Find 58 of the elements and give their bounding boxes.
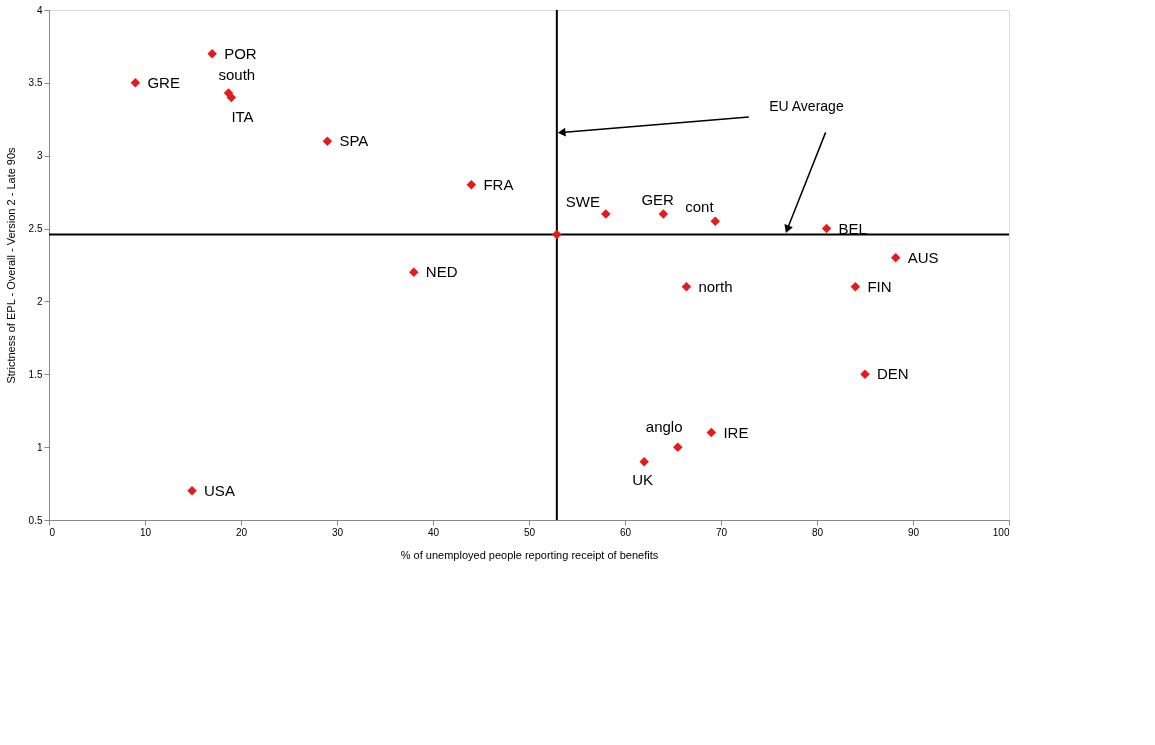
y-axis-title: Strictness of EPL - Overall - Version 2 - Late 90s: [4, 146, 17, 384]
annotation: ITA: [231, 108, 254, 126]
point: [710, 216, 720, 227]
point: [860, 369, 870, 380]
point: [850, 282, 861, 292]
x-tick-label: 70: [715, 526, 728, 538]
annotation: UK: [632, 470, 654, 488]
annotation: DEN: [877, 365, 909, 383]
point: [658, 209, 669, 219]
point: [681, 282, 692, 292]
x-tick-label: 20: [235, 526, 248, 538]
y-tick-label: 1.5: [28, 368, 43, 380]
point: [322, 136, 333, 146]
annotation: AUS: [907, 248, 939, 266]
x-tick-label: 50: [523, 526, 536, 538]
x-tick-label: 40: [427, 526, 440, 538]
annotation: SWE: [565, 193, 600, 210]
annotation: FRA: [483, 175, 514, 193]
x-tick-label: 80: [811, 526, 824, 538]
x-tick-label: 60: [619, 526, 632, 538]
point: [706, 427, 717, 438]
annotation: NED: [425, 263, 458, 281]
y-tick-label: 4: [36, 4, 43, 16]
annotation: IRE: [723, 423, 749, 441]
annotation: anglo: [645, 418, 683, 436]
y-tick-label: 3: [36, 150, 43, 162]
annotation: USA: [204, 481, 235, 499]
x-tick-label: 0: [49, 526, 56, 538]
x-tick-label: 100: [992, 526, 1010, 538]
annotation: BEL: [838, 219, 867, 237]
x-tick-label: 90: [907, 526, 920, 538]
annotation: POR: [224, 44, 257, 62]
annotation: GRE: [147, 73, 180, 91]
annotation: cont: [685, 198, 715, 216]
annotation: GER: [641, 191, 675, 208]
y-tick-label: 1: [36, 441, 43, 453]
annotation: north: [698, 277, 733, 295]
point: [552, 229, 562, 240]
x-axis-title: % of unemployed people reporting receipt of benefits: [400, 548, 659, 561]
y-tick-label: 2.5: [28, 223, 43, 235]
annotation: SPA: [339, 132, 369, 150]
y-tick-label: 3.5: [28, 77, 43, 89]
point: [821, 223, 832, 234]
point: [226, 92, 237, 103]
point: [409, 267, 419, 278]
point: [466, 180, 477, 190]
annotation: EU Average: [769, 97, 844, 114]
x-tick-label: 10: [139, 526, 152, 538]
y-tick-label: 2: [36, 295, 43, 307]
point: [890, 252, 901, 263]
x-tick-label: 30: [331, 526, 344, 538]
point: [673, 442, 683, 452]
point: [639, 456, 649, 467]
y-tick-label: 0.5: [28, 514, 43, 526]
annotation: FIN: [867, 277, 892, 295]
point: [207, 48, 217, 59]
annotation: south: [218, 66, 256, 84]
point: [130, 78, 141, 88]
